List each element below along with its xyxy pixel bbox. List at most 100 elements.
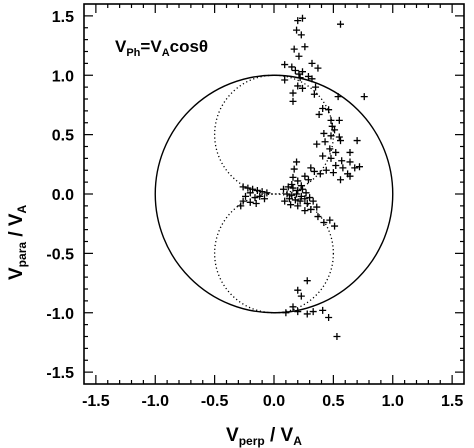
data-point — [299, 185, 306, 193]
data-point — [334, 93, 342, 101]
data-point — [246, 189, 254, 197]
data-point — [314, 64, 322, 72]
data-point — [320, 129, 328, 137]
data-point — [310, 167, 318, 175]
data-point — [291, 67, 299, 74]
data-point — [299, 14, 306, 22]
data-point — [325, 314, 333, 321]
tick-labels: -1.5 -1.0 -0.5 0.0 0.5 1.0 1.5 1.5 1.0 0.5 0.0 -0.5… — [46, 9, 463, 410]
data-point — [253, 186, 261, 194]
data-point — [283, 190, 291, 198]
y-tick-label: 0.0 — [52, 187, 74, 204]
data-point — [310, 90, 318, 98]
data-point — [321, 138, 329, 146]
data-point — [303, 277, 311, 285]
data-point — [319, 306, 327, 314]
data-point — [294, 177, 302, 185]
data-point — [304, 176, 312, 184]
data-point — [346, 172, 354, 180]
data-point — [301, 195, 309, 203]
data-point — [307, 164, 315, 172]
data-point — [289, 89, 297, 97]
y-tick-label: -1.5 — [46, 365, 74, 382]
data-point — [356, 163, 363, 171]
data-points — [237, 14, 368, 340]
data-point — [346, 158, 354, 166]
data-point — [294, 186, 302, 194]
data-point — [289, 184, 297, 192]
data-point — [242, 192, 249, 200]
x-axis-label: Vperp / VA — [226, 425, 302, 448]
axis-ticks — [84, 4, 464, 384]
data-point — [256, 192, 264, 200]
data-point — [312, 83, 320, 91]
data-point — [327, 132, 335, 140]
data-point — [282, 309, 290, 317]
data-point — [335, 133, 343, 141]
data-point — [299, 68, 306, 76]
data-point — [297, 292, 305, 300]
data-point — [332, 148, 340, 156]
data-point — [328, 122, 336, 130]
data-point — [280, 185, 287, 193]
x-tick-label: 1.5 — [441, 393, 463, 410]
data-point — [313, 140, 321, 148]
axes-frame — [83, 3, 465, 385]
data-point — [297, 182, 305, 190]
data-point — [296, 74, 304, 82]
data-point — [285, 195, 293, 203]
data-point — [237, 202, 245, 210]
data-point — [304, 72, 312, 80]
data-point — [261, 195, 268, 203]
data-point — [251, 194, 259, 202]
data-point — [294, 17, 302, 25]
data-point — [294, 308, 302, 316]
data-point — [339, 164, 347, 172]
data-point — [306, 194, 314, 202]
data-point — [303, 200, 311, 207]
y-tick-label: 0.5 — [52, 128, 74, 145]
data-point — [289, 303, 297, 311]
data-point — [294, 286, 302, 294]
x-tick-label: 1.0 — [382, 393, 404, 410]
data-point — [288, 191, 296, 199]
data-point — [239, 197, 247, 205]
data-point — [246, 198, 254, 206]
unit-circle — [154, 74, 394, 314]
data-point — [295, 52, 303, 60]
y-tick-label: 1.0 — [52, 68, 74, 85]
data-point — [301, 172, 309, 180]
data-point — [249, 185, 257, 193]
x-tick-label: -1.0 — [141, 393, 169, 410]
data-point — [360, 93, 368, 101]
y-tick-label: -1.0 — [46, 306, 74, 323]
data-point — [281, 197, 289, 205]
data-point — [244, 184, 252, 192]
data-point — [329, 169, 337, 177]
data-point — [314, 213, 322, 221]
data-point — [294, 202, 302, 210]
data-point — [325, 106, 333, 114]
data-point — [301, 207, 309, 215]
data-point — [351, 164, 359, 172]
data-point — [332, 162, 340, 169]
data-point — [331, 126, 339, 134]
data-point — [307, 205, 315, 213]
data-point — [252, 200, 260, 207]
data-point — [295, 70, 303, 78]
data-point — [258, 188, 266, 196]
data-point — [333, 333, 341, 340]
data-point — [335, 116, 343, 124]
y-tick-label: -0.5 — [46, 246, 74, 263]
data-point — [313, 203, 321, 211]
x-tick-label: 0.0 — [263, 393, 285, 410]
data-point — [337, 137, 344, 145]
data-point — [346, 148, 354, 156]
data-point — [290, 165, 298, 173]
data-point — [337, 176, 344, 184]
data-point — [315, 110, 323, 118]
data-point — [296, 197, 304, 205]
data-point — [284, 183, 292, 191]
data-point — [291, 196, 299, 204]
